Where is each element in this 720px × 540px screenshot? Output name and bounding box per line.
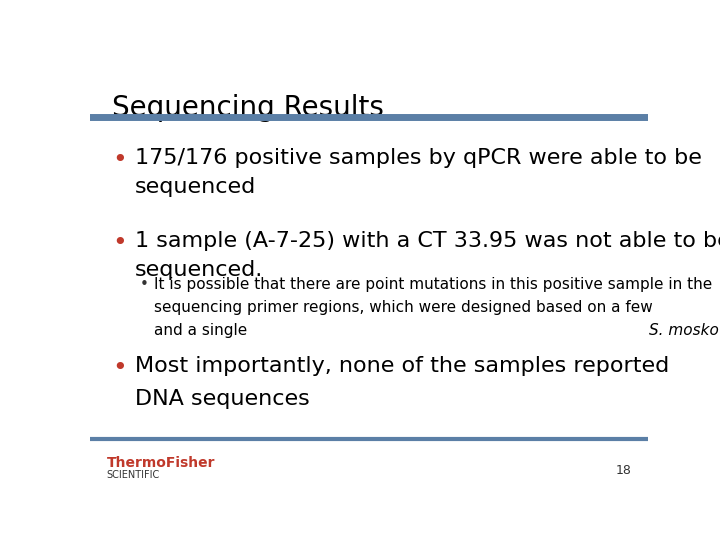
- Text: sequenced: sequenced: [135, 177, 256, 197]
- Text: 175/176 positive samples by qPCR were able to be: 175/176 positive samples by qPCR were ab…: [135, 148, 701, 168]
- Text: DNA sequences: DNA sequences: [135, 389, 310, 409]
- Text: •: •: [112, 231, 127, 255]
- Text: sequencing primer regions, which were designed based on a few: sequencing primer regions, which were de…: [154, 300, 658, 315]
- Text: •: •: [140, 277, 149, 292]
- Text: •: •: [112, 148, 127, 172]
- Text: SCIENTIFIC: SCIENTIFIC: [107, 470, 160, 480]
- Text: Sequencing Results: Sequencing Results: [112, 94, 384, 122]
- Text: and a single: and a single: [154, 322, 252, 338]
- Text: •: •: [112, 356, 127, 380]
- Text: 18: 18: [616, 464, 631, 477]
- Text: 1 sample (A-7-25) with a CT 33.95 was not able to be: 1 sample (A-7-25) with a CT 33.95 was no…: [135, 231, 720, 251]
- Text: It is possible that there are point mutations in this positive sample in the: It is possible that there are point muta…: [154, 277, 712, 292]
- Text: ThermoFisher: ThermoFisher: [107, 456, 215, 470]
- Text: sequenced.: sequenced.: [135, 260, 263, 280]
- Text: S. moskowitzi: S. moskowitzi: [649, 322, 720, 338]
- Text: Most importantly, none of the samples reported: Most importantly, none of the samples re…: [135, 356, 676, 376]
